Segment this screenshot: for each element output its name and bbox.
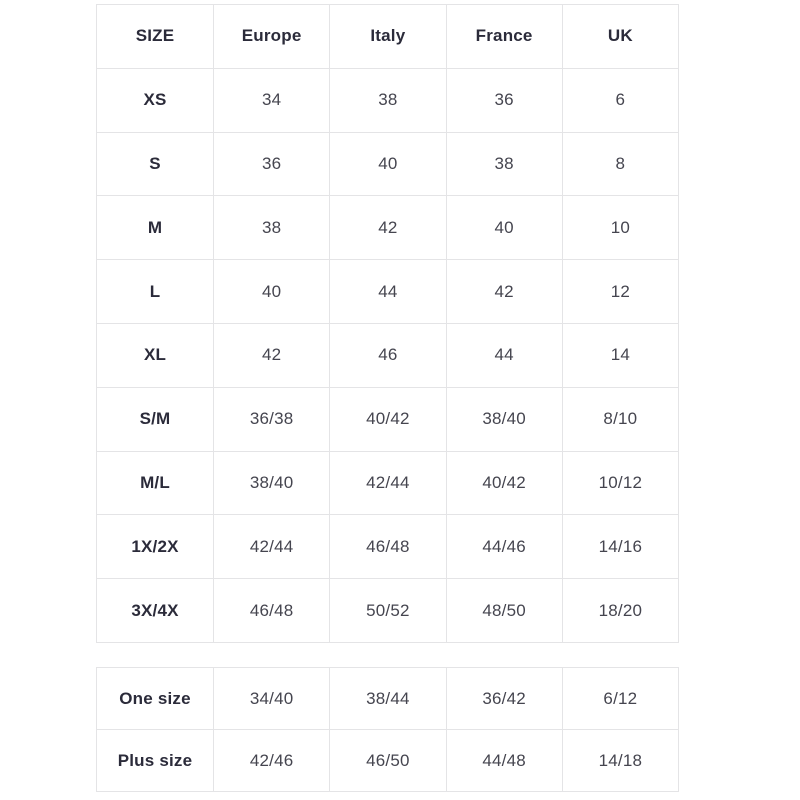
- column-header-europe: Europe: [212, 4, 331, 69]
- cell-france: 40: [445, 195, 563, 261]
- cell-france: 40/42: [445, 450, 563, 516]
- cell-europe: 34/40: [212, 667, 331, 730]
- row-label: S/M: [96, 386, 214, 452]
- table-row: S 36 40 38 8: [96, 131, 680, 197]
- column-header-uk: UK: [561, 4, 680, 69]
- cell-france: 44/48: [445, 729, 563, 792]
- table-row: M 38 42 40 10: [96, 195, 680, 261]
- cell-europe: 40: [212, 259, 331, 324]
- cell-europe: 38: [212, 195, 331, 261]
- cell-europe: 42/46: [212, 729, 331, 792]
- cell-uk: 6: [561, 67, 680, 133]
- row-label: M: [96, 195, 214, 261]
- table-header: SIZE Europe Italy France UK: [96, 4, 680, 69]
- cell-france: 42: [445, 259, 563, 324]
- table-row: 1X/2X 42/44 46/48 44/46 14/16: [96, 514, 680, 580]
- table-body: XS 34 38 36 6 S 36 40 38 8 M 38 42 40 10: [96, 67, 680, 643]
- row-label: XS: [96, 67, 214, 133]
- cell-italy: 38: [329, 67, 447, 133]
- cell-europe: 46/48: [212, 578, 331, 643]
- table-row: 3X/4X 46/48 50/52 48/50 18/20: [96, 578, 680, 643]
- row-label: 1X/2X: [96, 514, 214, 580]
- table-row: S/M 36/38 40/42 38/40 8/10: [96, 386, 680, 452]
- cell-italy: 46/48: [329, 514, 447, 580]
- row-label: M/L: [96, 450, 214, 516]
- cell-uk: 10: [561, 195, 680, 261]
- cell-france: 44: [445, 322, 563, 388]
- cell-uk: 8/10: [561, 386, 680, 452]
- cell-uk: 14/18: [561, 729, 680, 792]
- cell-uk: 12: [561, 259, 680, 324]
- table-row: One size 34/40 38/44 36/42 6/12: [96, 667, 680, 730]
- table-row: M/L 38/40 42/44 40/42 10/12: [96, 450, 680, 516]
- one-size-plus-size-table: One size 34/40 38/44 36/42 6/12 Plus siz…: [96, 667, 680, 792]
- cell-uk: 8: [561, 131, 680, 197]
- row-label: S: [96, 131, 214, 197]
- row-label: Plus size: [96, 729, 214, 792]
- cell-uk: 6/12: [561, 667, 680, 730]
- column-header-italy: Italy: [329, 4, 447, 69]
- table-header-row: SIZE Europe Italy France UK: [96, 4, 680, 69]
- cell-italy: 44: [329, 259, 447, 324]
- one-size-chart-container: One size 34/40 38/44 36/42 6/12 Plus siz…: [96, 667, 680, 792]
- cell-italy: 42: [329, 195, 447, 261]
- column-header-france: France: [445, 4, 563, 69]
- cell-italy: 38/44: [329, 667, 447, 730]
- table-row: L 40 44 42 12: [96, 259, 680, 324]
- cell-france: 44/46: [445, 514, 563, 580]
- cell-italy: 50/52: [329, 578, 447, 643]
- row-label: L: [96, 259, 214, 324]
- cell-france: 36/42: [445, 667, 563, 730]
- cell-uk: 10/12: [561, 450, 680, 516]
- cell-uk: 18/20: [561, 578, 680, 643]
- row-label: XL: [96, 322, 214, 388]
- cell-europe: 36: [212, 131, 331, 197]
- row-label: One size: [96, 667, 214, 730]
- cell-italy: 42/44: [329, 450, 447, 516]
- column-header-size: SIZE: [96, 4, 214, 69]
- size-chart-container: SIZE Europe Italy France UK XS 34 38 36 …: [96, 4, 680, 643]
- cell-europe: 38/40: [212, 450, 331, 516]
- cell-europe: 34: [212, 67, 331, 133]
- table-row: XL 42 46 44 14: [96, 322, 680, 388]
- table-row: XS 34 38 36 6: [96, 67, 680, 133]
- cell-france: 36: [445, 67, 563, 133]
- cell-france: 38: [445, 131, 563, 197]
- cell-europe: 42/44: [212, 514, 331, 580]
- table-row: Plus size 42/46 46/50 44/48 14/18: [96, 729, 680, 792]
- cell-europe: 36/38: [212, 386, 331, 452]
- cell-italy: 40/42: [329, 386, 447, 452]
- size-conversion-table: SIZE Europe Italy France UK XS 34 38 36 …: [96, 4, 680, 643]
- cell-europe: 42: [212, 322, 331, 388]
- cell-italy: 46: [329, 322, 447, 388]
- cell-france: 48/50: [445, 578, 563, 643]
- cell-france: 38/40: [445, 386, 563, 452]
- row-label: 3X/4X: [96, 578, 214, 643]
- cell-uk: 14: [561, 322, 680, 388]
- cell-italy: 40: [329, 131, 447, 197]
- table-body: One size 34/40 38/44 36/42 6/12 Plus siz…: [96, 667, 680, 792]
- cell-italy: 46/50: [329, 729, 447, 792]
- cell-uk: 14/16: [561, 514, 680, 580]
